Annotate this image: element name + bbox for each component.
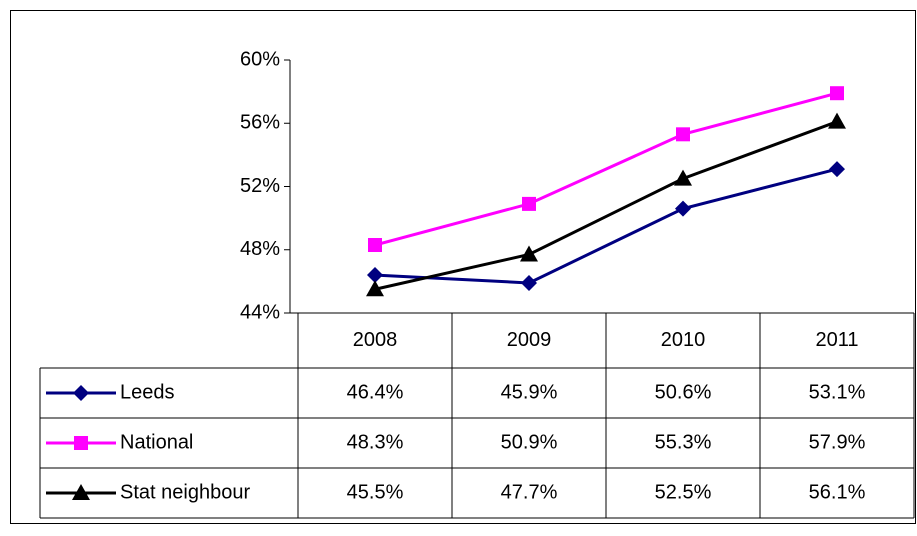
marker [828, 112, 846, 129]
y-tick-label: 44% [240, 301, 280, 323]
table-value: 52.5% [655, 481, 712, 503]
x-tick-label: 2010 [661, 329, 706, 351]
x-tick-label: 2011 [815, 329, 858, 351]
marker [676, 127, 690, 142]
marker [675, 200, 691, 217]
legend-label: Leeds [120, 381, 175, 403]
marker [520, 245, 538, 262]
table-value: 45.9% [501, 381, 558, 403]
x-tick-label: 2009 [507, 329, 552, 351]
marker [522, 196, 536, 211]
marker [521, 274, 537, 291]
series-line [374, 167, 838, 285]
table-value: 46.4% [347, 381, 404, 403]
marker [368, 238, 382, 253]
marker [366, 280, 384, 297]
table-value: 47.7% [501, 481, 558, 503]
marker [830, 86, 844, 101]
table-value: 56.1% [809, 481, 866, 503]
marker [674, 169, 692, 186]
y-tick-label: 48% [240, 238, 280, 260]
marker [72, 484, 90, 500]
y-tick-label: 56% [240, 112, 280, 134]
marker [829, 161, 845, 178]
series-line [374, 120, 838, 291]
series-line [374, 91, 838, 247]
y-tick-label: 60% [240, 48, 280, 70]
legend-label: Stat neighbour [120, 481, 250, 503]
x-tick-label: 2008 [353, 329, 398, 351]
table-value: 50.6% [655, 381, 712, 403]
marker [74, 436, 88, 450]
y-tick-label: 52% [240, 175, 280, 197]
marker [73, 385, 89, 401]
table-value: 50.9% [501, 431, 558, 453]
marker [367, 267, 383, 284]
table-value: 53.1% [809, 381, 866, 403]
table-value: 45.5% [347, 481, 404, 503]
table-value: 57.9% [809, 431, 866, 453]
legend-label: National [120, 431, 193, 453]
chart-border [10, 10, 916, 524]
table-value: 48.3% [347, 431, 404, 453]
table-value: 55.3% [655, 431, 712, 453]
